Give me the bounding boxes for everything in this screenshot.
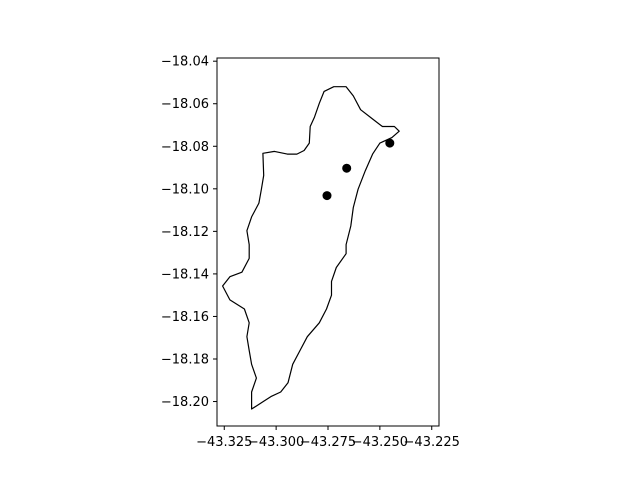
x-tick-label: −43.325 <box>196 435 252 450</box>
y-tick-label: −18.08 <box>161 140 209 155</box>
y-tick-label: −18.04 <box>161 55 209 70</box>
x-tick-label: −43.225 <box>404 435 460 450</box>
plot-area <box>222 86 400 410</box>
y-tick-label: −18.10 <box>161 182 209 197</box>
y-tick-label: −18.20 <box>161 395 209 410</box>
x-tick-label: −43.250 <box>352 435 408 450</box>
y-tick-label: −18.14 <box>161 267 209 282</box>
data-point-3 <box>385 138 395 148</box>
y-axis: −18.04 −18.06 −18.08 −18.10 −18.12 −18.14 −18.… <box>161 55 217 410</box>
data-point-2 <box>342 163 352 173</box>
data-point-1 <box>322 191 332 201</box>
y-tick-label: −18.16 <box>161 310 209 325</box>
x-tick-label: −43.300 <box>248 435 304 450</box>
y-tick-label: −18.18 <box>161 352 209 367</box>
y-tick-label: −18.06 <box>161 97 209 112</box>
points-layer <box>322 138 395 201</box>
y-tick-label: −18.12 <box>161 225 209 240</box>
region-boundary <box>222 86 400 410</box>
x-axis: −43.325−43.300−43.275−43.250−43.225 <box>196 426 460 450</box>
x-tick-label: −43.275 <box>300 435 356 450</box>
